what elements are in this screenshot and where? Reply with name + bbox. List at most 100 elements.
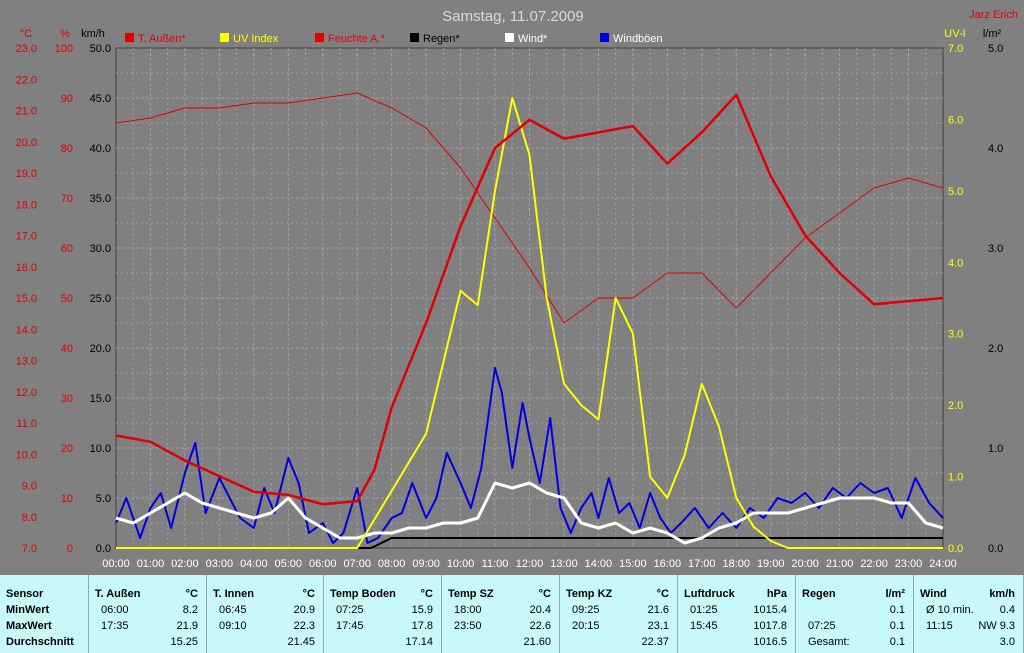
wind-tick-label: 20.0 — [90, 343, 111, 355]
stats-column: T. Innen °C 06:45 20.9 09:10 22.3 21.45 — [207, 575, 324, 653]
legend-swatch-gust — [600, 33, 609, 42]
stats-label-max: MaxWert — [6, 620, 52, 632]
stats-column: Temp SZ °C 18:00 20.4 23:50 22.6 21.60 — [442, 575, 560, 653]
x-tick-label: 06:00 — [309, 558, 337, 570]
series-line-temp — [115, 93, 944, 506]
wind-tick-label: 50.0 — [90, 43, 111, 55]
stats-min-time: 18:00 — [454, 604, 482, 616]
uv-tick-label: 2.0 — [948, 400, 963, 412]
x-tick-label: 09:00 — [412, 558, 440, 570]
stats-title: Regen — [802, 588, 836, 600]
uv-tick-label: 6.0 — [948, 114, 963, 126]
stats-unit: °C — [185, 588, 198, 600]
stats-unit: °C — [302, 588, 315, 600]
stats-label-avg: Durchschnitt — [6, 636, 74, 648]
rain-tick-label: 1.0 — [988, 443, 1003, 455]
x-tick-label: 22:00 — [860, 558, 888, 570]
wind-axis-unit: km/h — [81, 28, 105, 40]
temp-axis-unit: °C — [20, 28, 32, 40]
stats-max-time: 20:15 — [572, 620, 600, 632]
hum-tick-label: 20 — [61, 443, 73, 455]
x-tick-label: 07:00 — [343, 558, 371, 570]
stats-min-time: 07:25 — [336, 604, 364, 616]
stats-column: Temp KZ °C 09:25 21.6 20:15 23.1 22.37 — [560, 575, 678, 653]
wind-tick-label: 25.0 — [90, 293, 111, 305]
temp-tick-label: 23.0 — [16, 43, 37, 55]
temp-tick-label: 7.0 — [22, 543, 37, 555]
rain-tick-label: 4.0 — [988, 143, 1003, 155]
temp-tick-label: 17.0 — [16, 231, 37, 243]
stats-min-time: 09:25 — [572, 604, 600, 616]
x-tick-label: 20:00 — [791, 558, 819, 570]
hum-tick-label: 40 — [61, 343, 73, 355]
wind-tick-label: 5.0 — [96, 493, 111, 505]
axes: 7.0 8.0 9.0 10.0 11.0 12.0 13.0 14.0 15.0 16.0 17.… — [16, 43, 1004, 570]
stats-max-value: 23.1 — [647, 620, 669, 632]
stats-max-time: 17:45 — [336, 620, 364, 632]
stats-avg-value: 1016.5 — [753, 636, 787, 648]
uv-axis-unit: UV-I — [944, 28, 965, 40]
series-layer — [115, 92, 944, 549]
x-tick-label: 19:00 — [757, 558, 785, 570]
temp-tick-label: 16.0 — [16, 262, 37, 274]
temp-tick-label: 21.0 — [16, 106, 37, 118]
stats-max-time: 07:25 — [808, 620, 836, 632]
stats-max-time: 17:35 — [101, 620, 129, 632]
stats-avg-value: 17.14 — [405, 636, 433, 648]
wind-tick-label: 10.0 — [90, 443, 111, 455]
temp-tick-label: 19.0 — [16, 168, 37, 180]
series-line-gust — [115, 367, 944, 544]
stats-min-value: 0.4 — [999, 604, 1015, 616]
x-tick-label: 23:00 — [895, 558, 923, 570]
x-tick-label: 18:00 — [722, 558, 750, 570]
hum-tick-label: 80 — [61, 143, 73, 155]
hum-tick-label: 0 — [67, 543, 73, 555]
stats-labels-column: Sensor MinWert MaxWert Durchschnitt — [0, 575, 89, 653]
stats-label-min: MinWert — [6, 604, 50, 616]
temp-tick-label: 13.0 — [16, 356, 37, 368]
x-tick-label: 12:00 — [516, 558, 544, 570]
rain-tick-label: 5.0 — [988, 43, 1003, 55]
wind-tick-label: 15.0 — [90, 393, 111, 405]
temp-tick-label: 10.0 — [16, 449, 37, 461]
uv-tick-label: 0.0 — [948, 543, 963, 555]
stats-max-time: 15:45 — [690, 620, 718, 632]
hum-tick-label: 100 — [55, 43, 73, 55]
stats-column: Wind km/h Ø 10 min. 0.4 11:15 NW 9.3 3.0 — [914, 575, 1024, 653]
stats-avg-value: 3.0 — [999, 636, 1015, 648]
stats-title: T. Innen — [213, 588, 254, 600]
stats-max-time: 23:50 — [454, 620, 482, 632]
stats-header-sensor: Sensor — [6, 588, 44, 600]
legend: T. Außen* UV Index Feuchte A.* Regen* Wi… — [125, 33, 663, 45]
stats-min-value: 1015.4 — [753, 604, 787, 616]
x-tick-label: 21:00 — [826, 558, 854, 570]
plot-grid — [115, 47, 944, 549]
legend-label-rain: Regen* — [423, 33, 460, 45]
temp-tick-label: 20.0 — [16, 137, 37, 149]
author-label: Jarz Erich — [969, 9, 1018, 21]
stats-column: Temp Boden °C 07:25 15.9 17:45 17.8 17.14 — [324, 575, 442, 653]
hum-axis-unit: % — [60, 28, 70, 40]
x-tick-label: 24:00 — [929, 558, 957, 570]
uv-tick-label: 1.0 — [948, 472, 963, 484]
stats-unit: km/h — [989, 588, 1015, 600]
stats-title: Wind — [920, 588, 947, 600]
stats-panel: Sensor MinWert MaxWert Durchschnitt T. A… — [0, 575, 1024, 653]
x-tick-label: 04:00 — [240, 558, 268, 570]
stats-min-time: Ø 10 min. — [926, 604, 974, 616]
legend-label-wind: Wind* — [518, 33, 548, 45]
stats-min-value: 8.2 — [182, 604, 198, 616]
temp-tick-label: 11.0 — [16, 418, 37, 430]
hum-tick-label: 90 — [61, 93, 73, 105]
rain-tick-label: 2.0 — [988, 343, 1003, 355]
legend-swatch-rain — [410, 33, 419, 42]
hum-tick-label: 50 — [61, 293, 73, 305]
stats-title: T. Außen — [95, 588, 141, 600]
x-tick-label: 14:00 — [585, 558, 613, 570]
stats-min-value: 15.9 — [411, 604, 433, 616]
legend-swatch-wind — [505, 33, 514, 42]
temp-tick-label: 15.0 — [16, 293, 37, 305]
temp-tick-label: 8.0 — [22, 512, 37, 524]
stats-max-value: 17.8 — [411, 620, 433, 632]
uv-tick-label: 3.0 — [948, 329, 963, 341]
